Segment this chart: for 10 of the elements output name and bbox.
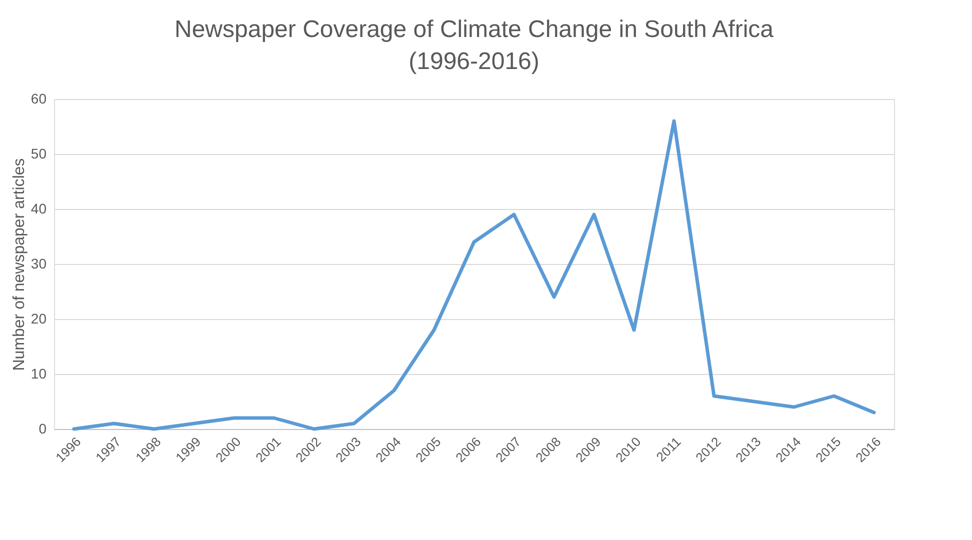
line-series <box>72 119 876 431</box>
y-tick-label: 50 <box>30 146 47 162</box>
y-tick-label: 20 <box>30 310 47 326</box>
y-tick-label: 10 <box>30 366 47 382</box>
y-tick-label: 40 <box>30 200 47 216</box>
y-tick-label: 0 <box>38 420 47 436</box>
chart-title: Newspaper Coverage of Climate Change in South Africa (1996-2016) <box>174 16 774 75</box>
y-tick-label: 30 <box>30 256 47 272</box>
y-axis-title: Number of newspaper articles <box>10 158 28 371</box>
y-tick-label: 60 <box>30 90 47 106</box>
